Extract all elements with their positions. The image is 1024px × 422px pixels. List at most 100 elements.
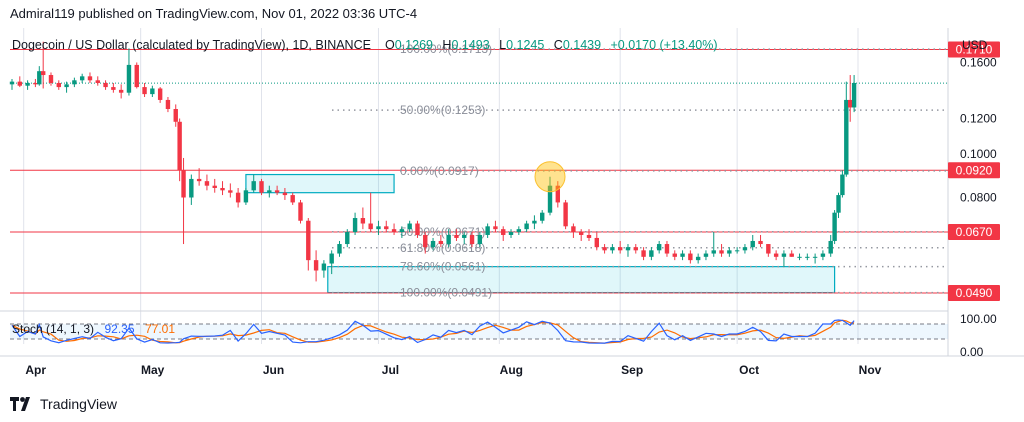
candle-body [391,229,397,233]
price-level-badge [948,224,1000,241]
fib-level-label: 100.00%(0.1713) [400,42,492,56]
candle-body [235,192,241,203]
candle-body [555,185,561,203]
candle-body [25,82,30,86]
candle-body [243,190,249,203]
candle-body [196,178,202,182]
fib-level-label: 100.00%(0.0491) [400,286,492,300]
candle-body [48,75,54,83]
candle-body [711,250,716,254]
candle-body [656,244,662,251]
price-level-label: 0.0670 [956,225,993,239]
candle-body [719,250,724,254]
candle-body [734,250,740,252]
y-axis-unit: USD [962,38,988,52]
candle-body [805,256,810,258]
y-tick-label: 0.1600 [960,55,997,69]
chart-title: Dogecoin / US Dollar (calculated by Trad… [12,38,371,52]
chart[interactable]: 0.1710 0.0920 0.0670 0.0490 100.00%(0.1713)… [0,28,1024,388]
y-tick-label: 0.0800 [960,190,997,204]
candle-body [563,202,568,227]
candle-body [586,234,592,238]
candle-body [407,223,412,230]
candle-body [664,244,670,254]
candle-body [376,226,381,230]
candle-body [329,253,334,264]
candle-body [649,250,654,257]
fib-level-label: 78.60%(0.0561) [400,260,485,274]
candle-body [282,192,288,196]
footer-brand: TradingView [40,396,118,412]
x-tick-label: Oct [739,363,759,377]
candle-body [126,64,132,93]
candle-body [540,212,545,221]
candle-body [352,218,358,233]
candle-body [95,80,100,83]
x-tick-label: Nov [859,363,882,377]
candle-body [477,234,483,245]
candle-body [789,253,794,257]
candle-body [118,89,124,93]
candle-body [758,240,763,245]
candle-body [532,220,537,224]
candle-body [851,82,857,108]
candle-body [766,244,771,254]
candle-body [321,263,327,271]
candle-body [446,234,451,245]
candle-body [516,229,522,233]
candle-body [469,234,475,245]
candle-body [290,195,295,203]
candle-body [820,253,826,257]
footer: TradingView [10,396,117,412]
candle-body [844,99,849,175]
candle-body [56,82,61,88]
candle-body [742,247,748,251]
fib-level-label: 50.00%(0.1253) [400,103,485,117]
candle-body [462,234,467,238]
candle-body [274,190,280,193]
x-tick-label: Apr [25,363,46,377]
candle-body [617,247,623,251]
price-level-label: 0.0490 [956,286,993,300]
candle-body [399,229,405,233]
candle-body [688,253,693,261]
candle-body [157,88,163,100]
tradingview-logo-icon [10,397,30,411]
candle-body [384,226,389,230]
candle-body [438,240,444,245]
candle-body [150,88,155,95]
candle-body [87,76,93,81]
candle-body [9,81,15,85]
candle-body [33,82,38,85]
price-level-badge [948,41,1000,58]
y-tick-label: 0.1000 [960,147,997,161]
candle-body [680,253,685,257]
x-tick-label: Sep [621,363,643,377]
candle-body [313,260,319,271]
candle-body [703,253,709,257]
candle-body [485,226,490,235]
candle-body [298,202,303,221]
candle-body [111,87,116,90]
candle-body [228,190,233,193]
candle-body [368,223,373,230]
demand-zone [327,266,836,294]
candle-body [212,185,217,188]
candle-body [220,187,225,191]
x-tick-label: Aug [500,363,523,377]
candle-body [781,253,787,257]
candle-body [508,232,514,235]
candle-body [641,250,646,257]
candle-body [430,240,436,248]
candle-body [337,244,342,254]
candle-body [415,223,420,235]
candle-body [181,170,186,198]
candle-body [177,121,182,171]
x-tick-label: Jul [382,363,399,377]
candle-body [103,82,108,88]
candle-body [64,84,69,88]
ohlc-readout: O0.1269 H0.1493 L0.1245 C0.1439 +0.0170 … [385,36,718,53]
candle-body [828,240,833,254]
candle-body [345,232,350,245]
candle-body [204,181,210,186]
